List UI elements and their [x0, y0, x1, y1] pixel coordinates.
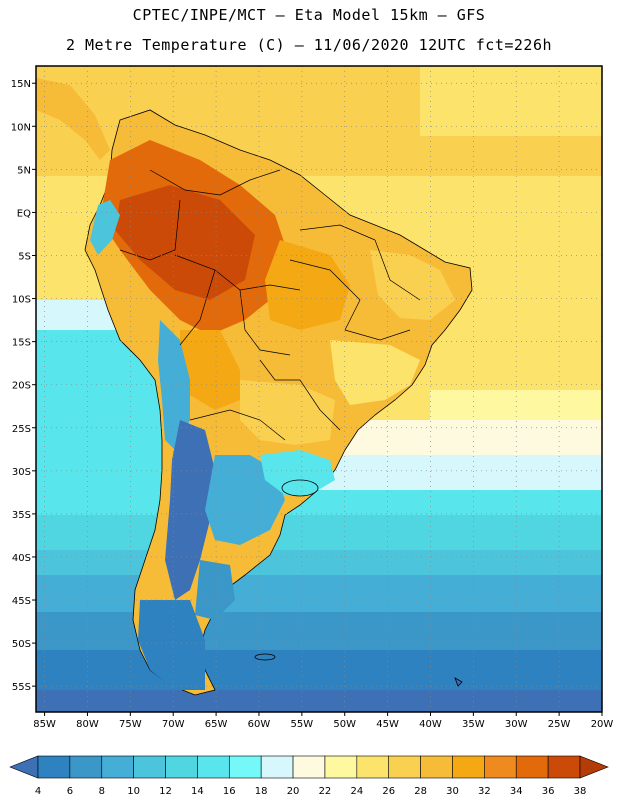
map-axes: 15N 10N 5N EQ 5S 10S 15S 20S 25S 30S 35S 40S 45S 50S 5… [11, 79, 614, 730]
lon-tick-label: 85W [33, 719, 56, 730]
colorbar-segment [260, 755, 294, 779]
lat-tick-label: 10S [12, 295, 31, 306]
lat-tick-label: 35S [12, 510, 31, 521]
colorbar-segment [228, 755, 262, 779]
colorbar-label: 26 [382, 786, 395, 797]
colorbar-segment [292, 755, 326, 779]
colorbar-min-arrow [9, 755, 39, 779]
colorbar-segment [324, 755, 358, 779]
colorbar-label: 6 [67, 786, 73, 797]
colorbar-segment [484, 755, 517, 779]
colorbar-max-arrow [579, 755, 609, 779]
colorbar-label: 18 [255, 786, 268, 797]
lon-tick-label: 40W [419, 719, 442, 730]
colorbar-label: 32 [478, 786, 491, 797]
colorbar-segment [37, 755, 71, 779]
lat-tick-label: EQ [17, 208, 31, 219]
colorbar-segment [420, 755, 453, 779]
country-borders [119, 169, 421, 441]
lat-tick-label: 15N [11, 79, 31, 90]
lon-tick-label: 60W [248, 719, 271, 730]
lat-tick-label: 40S [12, 553, 31, 564]
lat-tick-label: 20S [12, 381, 31, 392]
map-title-line1: CPTEC/INPE/MCT – Eta Model 15km – GFS [132, 6, 486, 24]
colorbar-segment [452, 755, 485, 779]
colorbar-segment [388, 755, 421, 779]
colorbar-label: 16 [223, 786, 236, 797]
lon-tick-label: 70W [162, 719, 185, 730]
colorbar-segment [133, 755, 166, 779]
colorbar-label: 12 [159, 786, 172, 797]
colorbar-segment [197, 755, 230, 779]
colorbar-label: 4 [35, 786, 41, 797]
lon-tick-label: 45W [376, 719, 399, 730]
lat-tick-label: 10N [11, 122, 31, 133]
lat-tick-label: 55S [12, 682, 31, 693]
lon-tick-label: 65W [205, 719, 228, 730]
colorbar-segment [356, 755, 390, 779]
lon-tick-label: 50W [333, 719, 356, 730]
colorbar-label: 24 [350, 786, 363, 797]
lat-tick-label: 50S [12, 639, 31, 650]
lon-tick-label: 25W [548, 719, 571, 730]
lon-tick-label: 30W [505, 719, 528, 730]
colorbar-segment [165, 755, 198, 779]
lat-tick-label: 15S [12, 338, 31, 349]
colorbar-label: 36 [542, 786, 555, 797]
colorbar-segment [547, 755, 581, 779]
lon-tick-label: 75W [119, 719, 142, 730]
colorbar-label: 8 [99, 786, 105, 797]
lat-tick-label: 25S [12, 424, 31, 435]
lon-tick-label: 80W [76, 719, 99, 730]
colorbar-label: 38 [574, 786, 587, 797]
colorbar-segment [69, 755, 103, 779]
lon-tick-label: 55W [291, 719, 314, 730]
lat-tick-label: 45S [12, 596, 31, 607]
lat-tick-label: 5S [18, 251, 31, 262]
temperature-field [36, 66, 602, 712]
colorbar-label: 10 [127, 786, 140, 797]
colorbar-segment [101, 755, 134, 779]
lat-tick-label: 5N [17, 165, 31, 176]
lon-tick-label: 20W [591, 719, 614, 730]
map-title-line2: 2 Metre Temperature (C) – 11/06/2020 12U… [65, 36, 553, 54]
colorbar-label: 14 [191, 786, 204, 797]
colorbar-label: 22 [319, 786, 332, 797]
lon-tick-label: 35W [462, 719, 485, 730]
map-frame [35, 65, 603, 713]
colorbar: 4 6 8 10 12 14 16 18 20 22 24 26 28 30 32 34 36 38 [9, 755, 609, 797]
colorbar-label: 20 [287, 786, 300, 797]
colorbar-segment [515, 755, 549, 779]
lat-tick-label: 30S [12, 467, 31, 478]
colorbar-label: 28 [414, 786, 427, 797]
colorbar-label: 30 [446, 786, 459, 797]
colorbar-label: 34 [510, 786, 523, 797]
